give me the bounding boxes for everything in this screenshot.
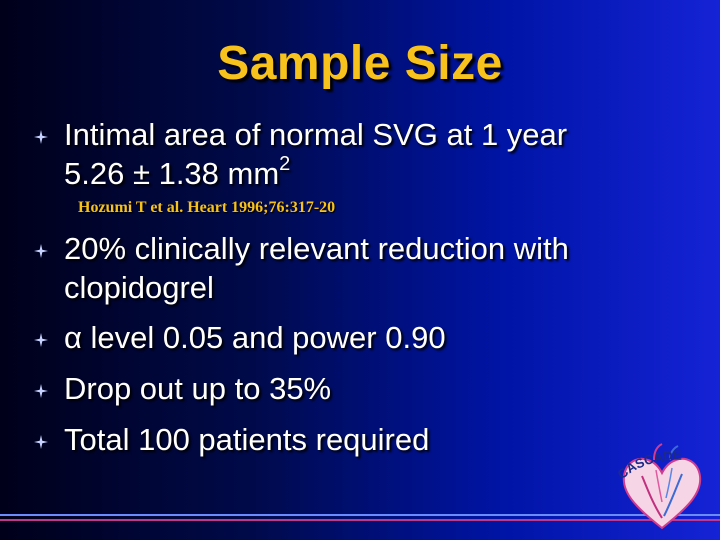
star-bullet-icon bbox=[34, 318, 54, 357]
star-bullet-icon bbox=[34, 115, 54, 154]
citation: Hozumi T et al. Heart 1996;76:317-20 bbox=[78, 199, 336, 216]
bullet-text: 20% clinically relevant reduction with c… bbox=[64, 231, 569, 305]
star-bullet-icon bbox=[34, 229, 54, 268]
bullet-text-line1: Intimal area of normal SVG at 1 year bbox=[64, 117, 568, 152]
footer-line-magenta bbox=[0, 519, 720, 521]
bullet-list: Intimal area of normal SVG at 1 year 5.2… bbox=[34, 115, 674, 459]
star-bullet-icon bbox=[34, 369, 54, 408]
bullet-item: Total 100 patients required bbox=[34, 420, 674, 459]
bullet-item: Intimal area of normal SVG at 1 year 5.2… bbox=[34, 115, 674, 193]
superscript: 2 bbox=[279, 153, 291, 175]
bullet-text: α level 0.05 and power 0.90 bbox=[64, 320, 446, 355]
bullet-item: Drop out up to 35% bbox=[34, 369, 674, 408]
star-bullet-icon bbox=[34, 420, 54, 459]
bullet-text-line2: 5.26 ± 1.38 mm2 bbox=[64, 153, 291, 191]
cascade-logo: CASCADE bbox=[612, 440, 712, 532]
slide-title: Sample Size bbox=[217, 37, 503, 90]
bullet-item: 20% clinically relevant reduction with c… bbox=[34, 229, 674, 307]
bullet-text: Drop out up to 35% bbox=[64, 371, 332, 406]
bullet-item: α level 0.05 and power 0.90 bbox=[34, 318, 674, 357]
bullet-text: Total 100 patients required bbox=[64, 422, 430, 457]
footer-line-blue bbox=[0, 514, 720, 516]
